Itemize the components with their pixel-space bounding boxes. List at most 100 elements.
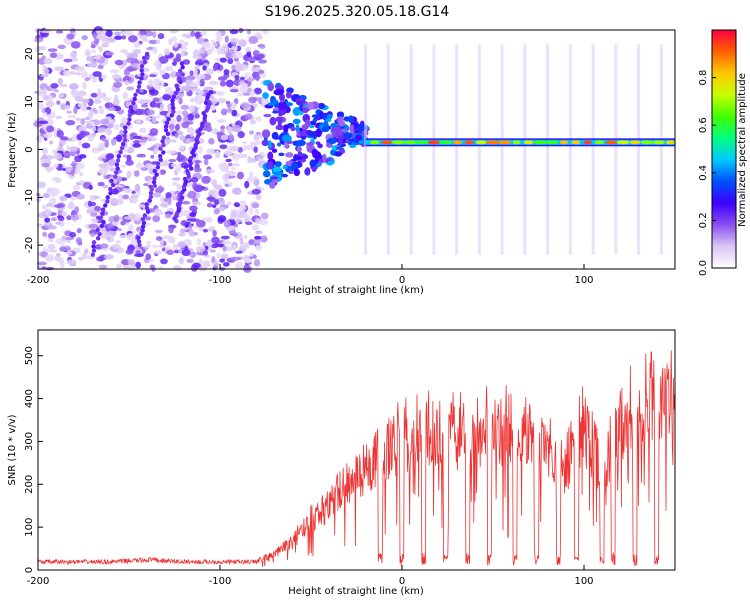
heatmap-cell	[267, 160, 274, 170]
heatmap-cell	[205, 217, 213, 223]
heatmap-cell	[206, 239, 213, 248]
heatmap-cell	[235, 64, 244, 72]
heatmap-cell	[164, 120, 170, 125]
heatmap-cell	[125, 57, 136, 64]
heatmap-cell	[87, 62, 97, 67]
heatmap-cell	[109, 69, 119, 74]
heatmap-cell	[158, 157, 163, 163]
heatmap-cell	[251, 66, 257, 72]
heatmap-cell	[133, 92, 138, 98]
heatmap-cell	[41, 147, 49, 155]
heatmap-cell	[559, 140, 569, 145]
heatmap-cell	[148, 79, 153, 88]
heatmap-cell	[148, 132, 158, 136]
heatmap-cell	[91, 244, 96, 249]
heatmap-cell	[172, 243, 179, 251]
heatmap-cell	[36, 181, 47, 189]
heatmap-cell	[267, 140, 272, 149]
heatmap-cell	[138, 127, 147, 134]
heatmap-cell	[128, 35, 138, 43]
heatmap-cell	[226, 201, 232, 206]
heatmap-cell	[74, 206, 80, 214]
heatmap-cell	[124, 79, 129, 86]
heatmap-cell	[202, 65, 207, 71]
heatmap-cell	[295, 139, 306, 147]
heatmap-cell	[170, 102, 175, 107]
heatmap-cell	[164, 65, 174, 72]
heatmap-cell	[267, 151, 274, 160]
heatmap-cell	[255, 73, 260, 82]
heatmap-cell	[70, 57, 78, 62]
heatmap-cell	[148, 194, 154, 200]
heatmap-cell	[232, 187, 242, 195]
heatmap-cell	[98, 215, 103, 220]
heatmap-cell	[166, 249, 175, 255]
heatmap-cell	[233, 78, 241, 87]
heatmap-cell	[211, 204, 217, 208]
heatmap-cell	[187, 190, 197, 199]
heatmap-cell	[500, 44, 504, 255]
heatmap-cell	[88, 184, 93, 191]
heatmap-cell	[158, 146, 163, 151]
heatmap-cell	[174, 83, 179, 88]
heatmap-cell	[89, 201, 97, 207]
heatmap-cell	[227, 126, 233, 135]
heatmap-cell	[223, 150, 232, 156]
heatmap-cell	[637, 44, 641, 255]
heatmap-cell	[315, 128, 323, 138]
heatmap-cell	[335, 128, 343, 136]
heatmap-cell	[155, 236, 163, 241]
heatmap-cell	[155, 165, 161, 170]
heatmap-cell	[81, 35, 88, 41]
heatmap-cell	[139, 76, 144, 81]
heatmap-cell	[37, 57, 47, 65]
heatmap-cell	[334, 151, 343, 157]
heatmap-cell	[90, 218, 99, 223]
heatmap-cell	[229, 86, 239, 91]
heatmap-cell	[126, 121, 131, 126]
heatmap-cell	[232, 233, 239, 237]
heatmap-cell	[85, 209, 96, 214]
heatmap-cell	[175, 166, 182, 173]
x-tick-label: 100	[574, 576, 593, 587]
heatmap-cell	[256, 53, 265, 59]
heatmap-cell	[100, 211, 105, 216]
heatmap-cell	[171, 177, 181, 181]
heatmap-cell	[164, 48, 171, 56]
heatmap-cell	[236, 209, 246, 217]
heatmap-cell	[321, 126, 330, 133]
heatmap-cell	[139, 29, 147, 37]
heatmap-cell	[42, 87, 47, 95]
heatmap-cell	[43, 192, 51, 199]
heatmap-cell	[210, 249, 216, 253]
heatmap-cell	[57, 78, 64, 85]
heatmap-cell	[160, 196, 166, 204]
heatmap-cell	[74, 95, 84, 102]
heatmap-cell	[179, 228, 187, 234]
heatmap-cell	[110, 182, 116, 188]
heatmap-cell	[198, 258, 203, 265]
heatmap-cell	[101, 137, 107, 142]
heatmap-cell	[251, 202, 260, 209]
heatmap-cell	[159, 203, 169, 207]
heatmap-cell	[149, 187, 154, 192]
heatmap-cell	[261, 139, 269, 147]
heatmap-cell	[178, 39, 185, 45]
heatmap-cell	[149, 89, 159, 96]
heatmap-cell	[213, 184, 222, 189]
heatmap-cell	[269, 181, 276, 189]
heatmap-cell	[225, 158, 232, 163]
heatmap-cell	[213, 208, 220, 215]
heatmap-cell	[178, 232, 186, 237]
heatmap-cell	[220, 108, 228, 116]
heatmap-cell	[70, 41, 81, 49]
heatmap-cell	[132, 143, 142, 148]
heatmap-cell	[225, 246, 234, 252]
heatmap-cell	[152, 97, 160, 103]
heatmap-cell	[80, 70, 89, 79]
heatmap-cell	[50, 187, 61, 196]
heatmap-cell	[253, 87, 262, 95]
heatmap-cell	[153, 250, 163, 255]
heatmap-cell	[253, 146, 258, 153]
